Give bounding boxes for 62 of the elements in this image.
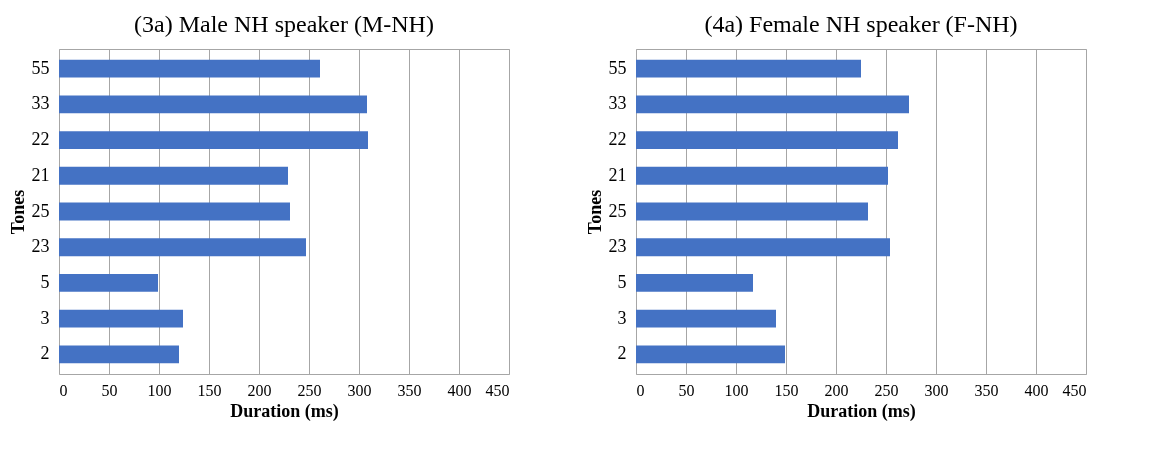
y-tick-label: 21 [608,164,627,185]
bar [59,309,183,328]
y-tick-label: 2 [40,343,50,364]
bar [636,309,776,328]
bar [636,345,785,364]
bar [636,238,890,257]
y-tick-label: 23 [31,236,50,257]
y-axis-title: Tones [7,189,28,235]
x-tick-label: 200 [824,381,849,399]
y-tick-label: 33 [608,93,627,114]
x-axis-title: Duration (ms) [230,400,339,422]
bar [59,345,179,364]
x-tick-label: 450 [485,381,510,399]
x-tick-label: 400 [447,381,472,399]
chart-title: (3a) Male NH speaker (M-NH) [134,11,434,37]
bar [636,166,888,185]
x-tick-label: 0 [59,381,68,399]
bar [636,274,753,292]
x-tick-label: 50 [678,381,695,399]
x-tick-label: 250 [874,381,899,399]
bar [59,166,288,185]
bar [59,59,320,78]
bar [59,131,368,149]
y-tick-label: 55 [608,57,627,78]
y-tick-label: 2 [617,343,627,364]
bar [636,59,861,78]
y-tick-label: 5 [40,271,50,292]
y-tick-label: 23 [608,236,627,257]
y-tick-label: 5 [617,271,627,292]
x-tick-label: 150 [197,381,222,399]
x-tick-label: 350 [974,381,999,399]
y-tick-label: 21 [31,164,50,185]
y-tick-label: 3 [617,307,627,328]
x-tick-label: 0 [636,381,645,399]
x-axis-title: Duration (ms) [807,400,916,422]
bar [59,95,367,114]
x-tick-label: 350 [397,381,422,399]
y-tick-label: 3 [40,307,50,328]
y-tick-label: 22 [31,129,50,150]
bar [636,95,909,114]
bar [59,202,290,221]
bar [636,131,898,149]
y-tick-label: 33 [31,93,50,114]
chart-title: (4a) Female NH speaker (F-NH) [704,11,1018,37]
x-tick-label: 300 [347,381,372,399]
x-tick-label: 300 [924,381,949,399]
y-tick-label: 55 [31,57,50,78]
x-tick-label: 100 [147,381,172,399]
bar [59,274,158,292]
x-tick-label: 200 [247,381,272,399]
y-tick-label: 22 [608,129,627,150]
x-tick-label: 450 [1062,381,1087,399]
bar [636,202,868,221]
y-tick-label: 25 [31,200,50,221]
x-tick-label: 400 [1024,381,1049,399]
x-tick-label: 150 [774,381,799,399]
x-tick-label: 50 [101,381,118,399]
y-axis-title: Tones [584,189,605,235]
x-tick-label: 100 [724,381,749,399]
bar [59,238,306,257]
x-tick-label: 250 [297,381,322,399]
y-tick-label: 25 [608,200,627,221]
